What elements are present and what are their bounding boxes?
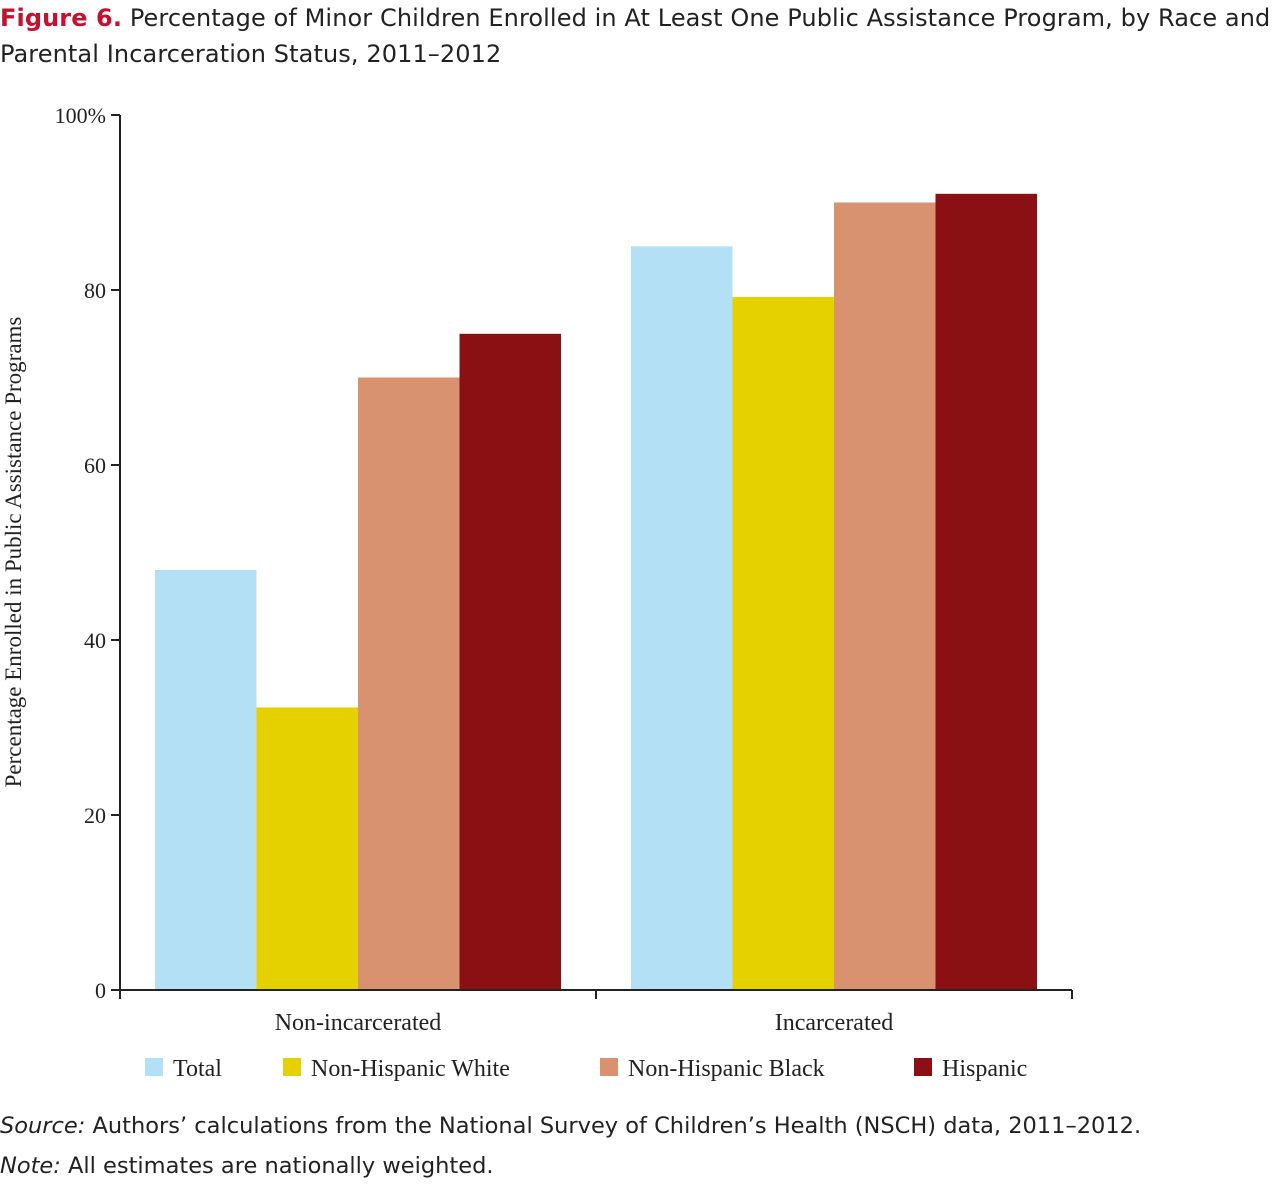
legend-swatch-non-hispanic-white [283,1058,301,1076]
axes-group: 0 20 40 60 80 100% Non-incarcerated Incarcerate… [55,103,1073,1036]
bar-total-incarcerated [631,246,733,991]
legend-label: Hispanic [942,1056,1027,1082]
bar-total-non-incarcerated [155,570,257,990]
x-tick-label: Incarcerated [775,1010,894,1036]
bar-hispanic-incarcerated [935,193,1037,991]
legend-label: Non-Hispanic White [311,1056,510,1082]
source-label: Source: [0,1113,86,1139]
y-tick-label: 60 [84,453,106,478]
note-label: Note: [0,1153,61,1179]
legend-swatch-total [145,1058,163,1076]
y-tick-label: 100% [55,103,106,128]
y-tick-label: 0 [95,978,106,1003]
figure-label: Figure 6. [0,4,123,32]
legend-swatch-hispanic [914,1058,932,1076]
note-text: All estimates are nationally weighted. [60,1153,494,1179]
bars-group [155,193,1037,991]
figure-title-text: Percentage of Minor Children Enrolled in… [0,4,1271,68]
bar-non-hispanic-white-incarcerated [732,297,834,990]
source-line: Source: Authors’ calculations from the N… [0,1106,1280,1146]
x-tick-label: Non-incarcerated [275,1010,442,1036]
y-tick-label: 80 [84,278,106,303]
y-axis-label: Percentage Enrolled in Public Assistance… [1,317,26,788]
bar-hispanic-non-incarcerated [459,333,561,991]
bar-non-hispanic-black-non-incarcerated [358,377,460,990]
y-tick-label: 40 [84,628,106,653]
legend: Total Non-Hispanic White Non-Hispanic Blac… [145,1056,1027,1082]
source-text: Authors’ calculations from the National … [85,1113,1142,1139]
note-line: Note: All estimates are nationally weigh… [0,1146,1280,1186]
bar-non-hispanic-white-non-incarcerated [256,707,358,990]
legend-swatch-non-hispanic-black [600,1058,618,1076]
footnotes: Source: Authors’ calculations from the N… [0,1106,1280,1186]
legend-label: Total [173,1056,222,1082]
y-tick-label: 20 [84,803,106,828]
figure-title: Figure 6. Percentage of Minor Children E… [0,0,1280,72]
bar-non-hispanic-black-incarcerated [834,202,936,990]
legend-label: Non-Hispanic Black [628,1056,825,1082]
